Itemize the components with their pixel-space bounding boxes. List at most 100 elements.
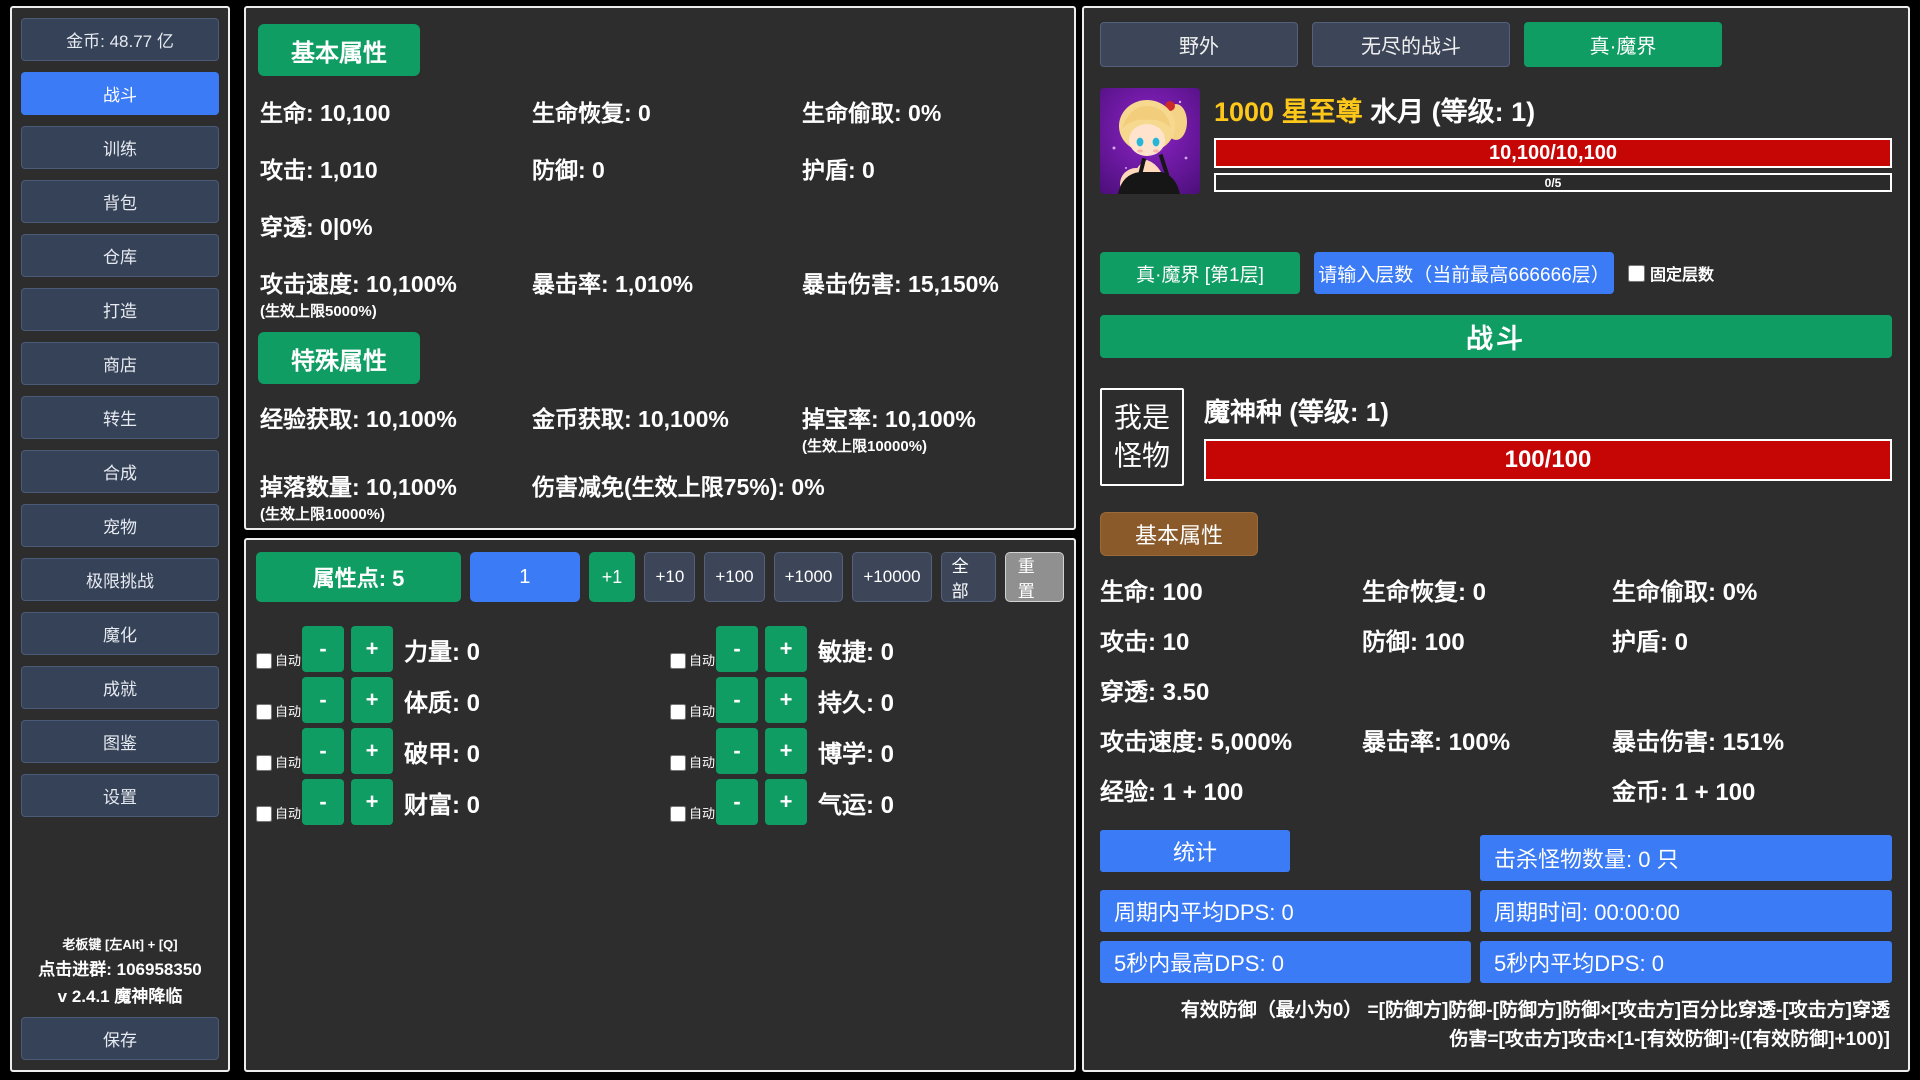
- minus-button[interactable]: -: [302, 626, 344, 672]
- auto-checkbox[interactable]: [670, 704, 686, 720]
- damage-formula: 有效防御（最小为0） =[防御方]防御-[防御方]防御×[攻击方]百分比穿透-[…: [1100, 997, 1892, 1054]
- amount-plus10000-button[interactable]: +10000: [852, 552, 932, 602]
- minus-button[interactable]: -: [302, 677, 344, 723]
- sidebar-item-extreme-challenge[interactable]: 极限挑战: [21, 558, 219, 601]
- auto-checkbox[interactable]: [256, 755, 272, 771]
- sidebar-item-battle[interactable]: 战斗: [21, 72, 219, 115]
- sidebar-item-warehouse[interactable]: 仓库: [21, 234, 219, 277]
- minus-button[interactable]: -: [716, 677, 758, 723]
- player-avatar: [1100, 88, 1200, 194]
- minus-button[interactable]: -: [302, 779, 344, 825]
- monster-stat-gold: 金币: 1 + 100: [1612, 779, 1756, 806]
- sidebar-item-forge[interactable]: 打造: [21, 288, 219, 331]
- sidebar-item-rebirth[interactable]: 转生: [21, 396, 219, 439]
- monster-hp-bar: 100/100: [1204, 439, 1892, 481]
- sidebar-item-achievements[interactable]: 成就: [21, 666, 219, 709]
- sidebar-item-pet[interactable]: 宠物: [21, 504, 219, 547]
- reset-button[interactable]: 重置: [1004, 552, 1064, 602]
- kill-count-box: 击杀怪物数量: 0 只: [1480, 835, 1892, 881]
- current-floor-button[interactable]: 真·魔界 [第1层]: [1100, 252, 1300, 294]
- amount-plus1-button[interactable]: +1: [588, 552, 636, 602]
- stat-shield: 护盾: 0: [802, 157, 875, 183]
- fixed-floor-checkbox[interactable]: [1628, 264, 1645, 282]
- tab-endless-battle[interactable]: 无尽的战斗: [1312, 22, 1510, 67]
- fixed-floor-label: 固定层数: [1650, 267, 1715, 284]
- battle-tabs: 野外 无尽的战斗 真·魔界: [1100, 22, 1892, 67]
- sidebar-item-settings[interactable]: 设置: [21, 774, 219, 817]
- monster-stat-hp: 生命: 100: [1100, 579, 1203, 606]
- stat-damage-reduction: 伤害减免(生效上限75%): 0%: [532, 474, 825, 500]
- sidebar-item-training[interactable]: 训练: [21, 126, 219, 169]
- plus-button[interactable]: +: [765, 626, 807, 672]
- save-button[interactable]: 保存: [21, 1017, 219, 1060]
- tab-wild[interactable]: 野外: [1100, 22, 1298, 67]
- sidebar-item-shop[interactable]: 商店: [21, 342, 219, 385]
- attr-value: 敏捷: 0: [818, 638, 895, 666]
- floor-input[interactable]: 请输入层数（当前最高666666层）: [1314, 252, 1614, 294]
- attr-value: 体质: 0: [404, 689, 481, 717]
- sidebar-item-demonize[interactable]: 魔化: [21, 612, 219, 655]
- player-special-stats: 经验获取: 10,100% 金币获取: 10,100% 掉宝率: 10,100%…: [260, 400, 1062, 536]
- stat-hp-regen: 生命恢复: 0: [532, 100, 651, 126]
- monster-stat-shield: 护盾: 0: [1612, 629, 1689, 656]
- auto-checkbox[interactable]: [670, 755, 686, 771]
- special-attributes-header[interactable]: 特殊属性: [258, 332, 420, 384]
- attribute-points-panel: 属性点: 5 1 +1 +10 +100 +1000 +10000 全部 重置 …: [244, 538, 1076, 1072]
- sidebar-item-synthesis[interactable]: 合成: [21, 450, 219, 493]
- stat-attack-speed: 攻击速度: 10,100% (生效上限5000%): [260, 271, 457, 320]
- auto-checkbox[interactable]: [670, 653, 686, 669]
- amount-selected-button[interactable]: 1: [470, 552, 580, 602]
- statistics-button[interactable]: 统计: [1100, 830, 1290, 872]
- stat-crit-rate: 暴击率: 1,010%: [532, 271, 694, 297]
- attr-row-endurance: 自动 - + 持久: 0: [670, 677, 1064, 723]
- tab-true-demon-realm[interactable]: 真·魔界: [1524, 22, 1722, 67]
- player-hp-bar: 10,100/10,100: [1214, 138, 1892, 168]
- sidebar-item-backpack[interactable]: 背包: [21, 180, 219, 223]
- amount-plus100-button[interactable]: +100: [704, 552, 765, 602]
- monster-status: 我是 怪物 魔神种 (等级: 1) 100/100: [1100, 388, 1892, 486]
- points-count-button[interactable]: 属性点: 5: [256, 552, 462, 602]
- minus-button[interactable]: -: [716, 779, 758, 825]
- plus-button[interactable]: +: [765, 779, 807, 825]
- battle-panel: 野外 无尽的战斗 真·魔界: [1082, 6, 1910, 1072]
- plus-button[interactable]: +: [765, 728, 807, 774]
- attr-value: 力量: 0: [404, 638, 481, 666]
- player-title: 1000 星至尊: [1214, 97, 1363, 127]
- attr-row-luck: 自动 - + 气运: 0: [670, 779, 1064, 825]
- plus-button[interactable]: +: [351, 626, 393, 672]
- monster-badge: 我是 怪物: [1100, 388, 1184, 486]
- attr-value: 博学: 0: [818, 740, 895, 768]
- monster-stat-penetration: 穿透: 3.50: [1100, 679, 1210, 706]
- attr-row-constitution: 自动 - + 体质: 0: [256, 677, 650, 723]
- auto-checkbox[interactable]: [256, 653, 272, 669]
- stat-lifesteal: 生命偷取: 0%: [802, 100, 942, 126]
- sidebar-item-codex[interactable]: 图鉴: [21, 720, 219, 763]
- minus-button[interactable]: -: [716, 728, 758, 774]
- attr-value: 持久: 0: [818, 689, 895, 717]
- auto-checkbox[interactable]: [256, 806, 272, 822]
- plus-button[interactable]: +: [765, 677, 807, 723]
- stat-hp: 生命: 10,100: [260, 100, 391, 126]
- amount-all-button[interactable]: 全部: [940, 552, 996, 602]
- attr-row-wealth: 自动 - + 财富: 0: [256, 779, 650, 825]
- amount-plus10-button[interactable]: +10: [644, 552, 696, 602]
- stat-drop-rate: 掉宝率: 10,100% (生效上限10000%): [802, 406, 976, 455]
- fight-button[interactable]: 战斗: [1100, 315, 1892, 358]
- player-avatar-image: [1100, 88, 1200, 194]
- auto-checkbox[interactable]: [256, 704, 272, 720]
- player-basic-stats: 生命: 10,100 生命恢复: 0 生命偷取: 0% 攻击: 1,010 防御…: [260, 94, 1062, 322]
- monster-basic-attributes-header[interactable]: 基本属性: [1100, 512, 1258, 556]
- fixed-floor-toggle: 固定层数: [1628, 261, 1714, 285]
- sidebar: 金币: 48.77 亿 战斗 训练 背包 仓库 打造 商店 转生 合成 宠物 极…: [10, 6, 230, 1072]
- points-toolbar: 属性点: 5 1 +1 +10 +100 +1000 +10000 全部 重置: [256, 552, 1064, 602]
- auto-checkbox[interactable]: [670, 806, 686, 822]
- join-group-link[interactable]: 点击进群: 106958350: [38, 960, 202, 979]
- amount-plus1000-button[interactable]: +1000: [773, 552, 844, 602]
- plus-button[interactable]: +: [351, 779, 393, 825]
- plus-button[interactable]: +: [351, 677, 393, 723]
- basic-attributes-header[interactable]: 基本属性: [258, 24, 420, 76]
- formula-line1: 有效防御（最小为0） =[防御方]防御-[防御方]防御×[攻击方]百分比穿透-[…: [1180, 1000, 1890, 1021]
- minus-button[interactable]: -: [716, 626, 758, 672]
- minus-button[interactable]: -: [302, 728, 344, 774]
- plus-button[interactable]: +: [351, 728, 393, 774]
